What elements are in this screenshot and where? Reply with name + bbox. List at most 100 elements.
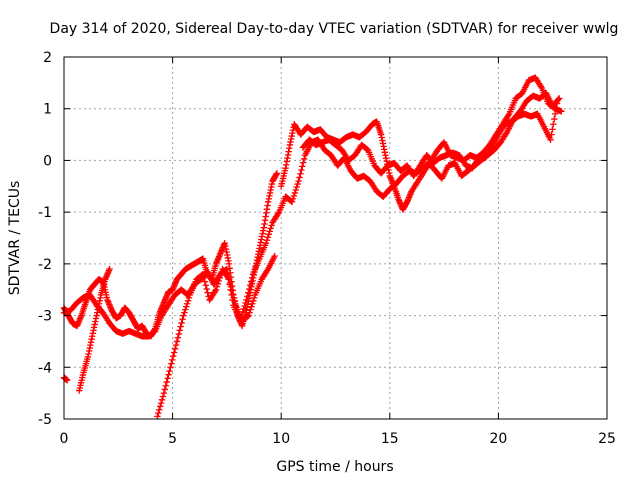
data-point [558,108,565,115]
data-point [214,280,222,288]
data-point [548,131,555,138]
data-point [547,136,554,143]
data-point [550,121,557,128]
data-point [297,170,304,177]
data-point [162,382,169,389]
data-point [173,338,181,345]
data-point [168,360,175,367]
data-point [158,396,166,403]
data-point [185,294,193,302]
data-point [156,403,164,410]
data-point [264,234,272,241]
plot-border [63,56,608,420]
data-point [553,100,561,107]
data-point [291,189,299,197]
data-point [296,174,303,181]
data-point [166,367,173,375]
data-point [241,302,248,310]
data-point [245,312,252,319]
data-point [298,166,305,174]
data-point [164,375,171,382]
x-tick-label: 25 [598,431,616,447]
data-point [244,313,251,320]
data-point [184,297,192,304]
data-point [248,274,256,282]
data-point [177,323,184,330]
data-point [230,294,237,302]
data-point [167,364,174,371]
data-point [160,389,168,397]
y-tick-label: -3 [38,309,52,325]
data-point [289,195,297,203]
data-point [249,300,256,307]
data-point [247,306,254,313]
x-tick-label: 5 [168,431,177,447]
data-point [537,83,545,90]
y-tick-label: 0 [43,153,52,169]
data-point [203,285,210,293]
data-point [157,399,165,407]
data-point [179,316,186,323]
data-point [211,287,219,295]
data-series [60,74,565,420]
data-point [156,406,163,413]
data-point [264,267,271,274]
data-point [216,274,223,282]
data-point [212,286,220,293]
data-point [262,239,270,247]
data-point [246,285,253,293]
x-axis-label: GPS time / hours [276,459,393,475]
data-point [229,290,236,298]
data-point [299,163,306,170]
chart-title: Day 314 of 2020, Sidereal Day-to-day VTE… [50,21,619,37]
data-point [244,293,251,300]
data-point [274,210,282,217]
data-point [294,180,301,188]
data-point [169,356,176,364]
x-tick-label: 0 [60,431,69,447]
data-point [556,95,563,102]
data-point [183,303,190,310]
data-point [200,274,208,282]
data-point [246,282,254,289]
x-tick-label: 20 [489,431,507,447]
data-point [549,126,556,133]
data-point [273,170,281,177]
y-tick-label: -2 [38,257,52,273]
y-tick-label: -5 [38,412,52,428]
data-point [213,283,221,290]
data-point [163,378,170,386]
data-point [551,115,558,123]
data-point [293,183,300,191]
data-point [159,393,167,400]
data-point [204,289,211,296]
data-point [247,278,255,285]
data-point [251,294,258,302]
series-G [299,100,561,180]
data-point [170,353,177,360]
y-tick-label: -4 [38,360,52,376]
data-point [172,341,180,349]
data-point [161,386,169,393]
data-point [201,278,209,285]
data-point [228,287,236,294]
data-point [248,303,255,310]
data-point [225,276,233,283]
data-point [245,289,252,296]
x-tick-label: 15 [381,431,399,447]
data-point [290,192,298,200]
data-point [243,296,250,304]
y-tick-label: -1 [38,205,52,221]
data-point [505,112,512,119]
data-point [551,110,559,118]
data-point [155,409,162,417]
y-axis-label: SDTVAR / TECUs [7,181,23,296]
data-point [292,186,299,194]
data-point [181,309,188,316]
data-point [268,222,275,229]
data-point [246,309,253,316]
data-point [175,330,183,338]
series-E [154,252,278,420]
data-point [242,299,249,307]
